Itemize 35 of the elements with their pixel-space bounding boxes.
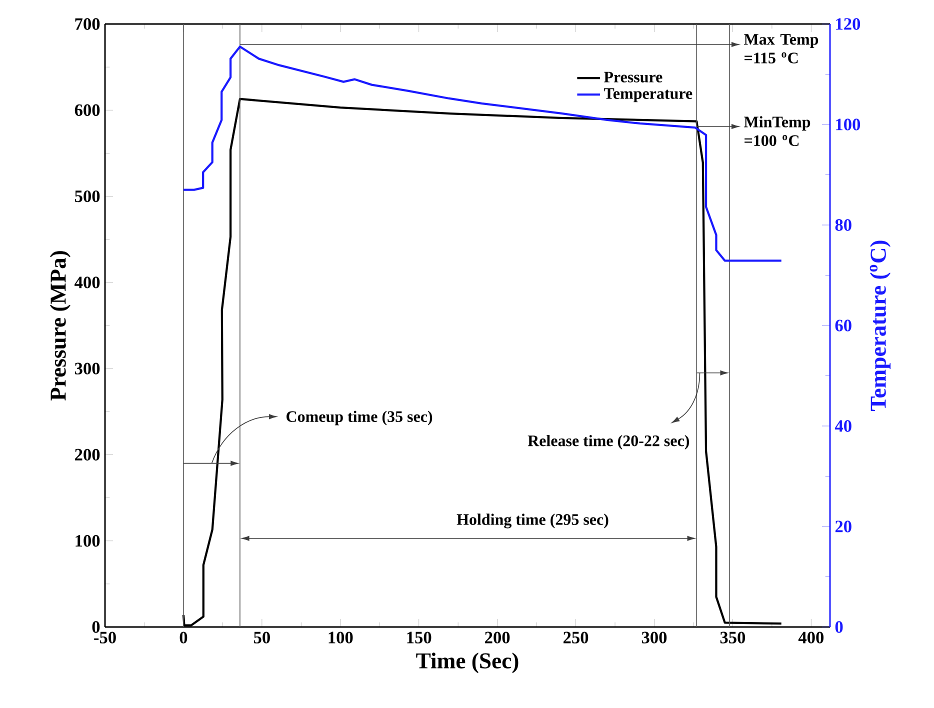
y-tick-label: 300 — [74, 362, 100, 374]
y-tick-label: 500 — [74, 190, 100, 202]
y2-tick-label: 80 — [835, 219, 852, 231]
y-axis-title: Pressure (MPa) — [50, 251, 70, 401]
x-tick-label: 150 — [407, 632, 432, 644]
annotation: Holding time (295 sec) — [456, 514, 608, 528]
x-axis-title: Time (Sec) — [416, 652, 518, 674]
y2-tick-label: 0 — [835, 621, 843, 633]
y2-tick-label: 60 — [835, 320, 852, 332]
x-tick-label: 100 — [328, 632, 353, 644]
y2-tick-label: 40 — [834, 420, 852, 432]
y2-tick-label: 20 — [835, 520, 852, 532]
y-tick-label: 600 — [74, 104, 100, 116]
x-tick-label: 400 — [798, 632, 824, 644]
annotation: Release time (20-22 sec) — [528, 434, 689, 450]
y2-tick-label: 100 — [836, 118, 860, 130]
x-tick-label: 200 — [485, 632, 510, 644]
x-tick-label: 0 — [180, 632, 188, 644]
y-tick-label: 200 — [75, 448, 100, 461]
y-tick-label: 100 — [76, 535, 100, 547]
legend-label: Pressure — [604, 72, 662, 82]
annotation: Comeup time (35 sec) — [286, 410, 432, 426]
legend-label: Temperature — [604, 88, 692, 102]
x-tick-label: 250 — [564, 632, 588, 644]
y-tick-label: 0 — [92, 621, 100, 633]
y-tick-label: 400 — [74, 276, 100, 288]
annotation: Max Temp =115 $^{o}$C — [744, 34, 818, 64]
x-tick-label: -50 — [94, 632, 116, 644]
x-tick-label: 50 — [254, 632, 270, 644]
annotation: MinTemp =100 $^{o}$C — [744, 116, 810, 146]
y2-tick-label: 120 — [836, 18, 860, 30]
x-tick-label: 350 — [720, 632, 746, 644]
y-tick-label: 700 — [75, 18, 100, 30]
y2-axis-title: Temperature ($^{o}$C) — [870, 240, 891, 411]
x-tick-label: 300 — [642, 632, 667, 644]
